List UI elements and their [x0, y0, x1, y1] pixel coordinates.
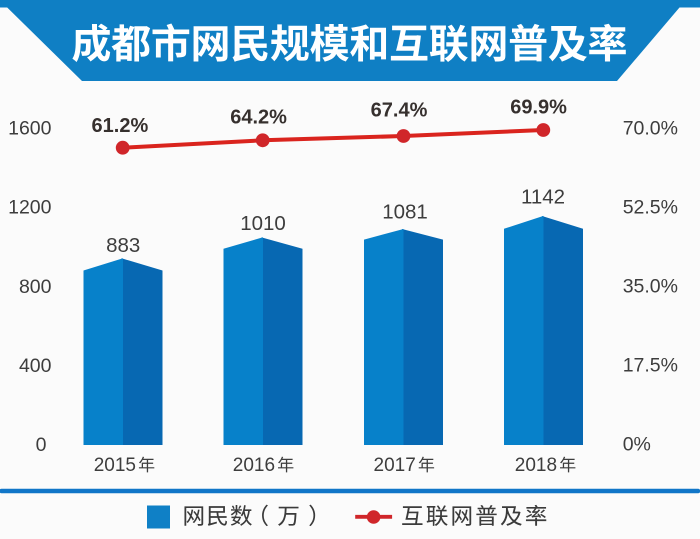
- svg-text:1142: 1142: [521, 186, 565, 209]
- svg-text:2018: 2018: [515, 455, 557, 476]
- svg-text:64.2%: 64.2%: [230, 106, 287, 128]
- svg-text:2017: 2017: [374, 455, 416, 476]
- svg-text:61.2%: 61.2%: [92, 115, 149, 137]
- svg-text:1081: 1081: [382, 201, 428, 224]
- svg-text:70.0%: 70.0%: [623, 118, 678, 140]
- svg-text:400: 400: [19, 355, 52, 377]
- svg-text:17.5%: 17.5%: [623, 355, 678, 377]
- svg-text:883: 883: [106, 234, 140, 257]
- svg-text:0%: 0%: [623, 434, 651, 456]
- svg-text:52.5%: 52.5%: [623, 197, 678, 219]
- svg-text:67.4%: 67.4%: [371, 100, 428, 122]
- svg-text:0: 0: [36, 434, 47, 456]
- svg-text:2015: 2015: [94, 455, 136, 476]
- svg-text:1010: 1010: [240, 212, 286, 235]
- svg-text:35.0%: 35.0%: [623, 276, 678, 298]
- svg-text:1200: 1200: [8, 197, 52, 219]
- svg-text:2016: 2016: [233, 455, 275, 476]
- svg-text:800: 800: [19, 276, 52, 298]
- svg-text:1600: 1600: [8, 118, 52, 140]
- svg-text:69.9%: 69.9%: [510, 96, 567, 118]
